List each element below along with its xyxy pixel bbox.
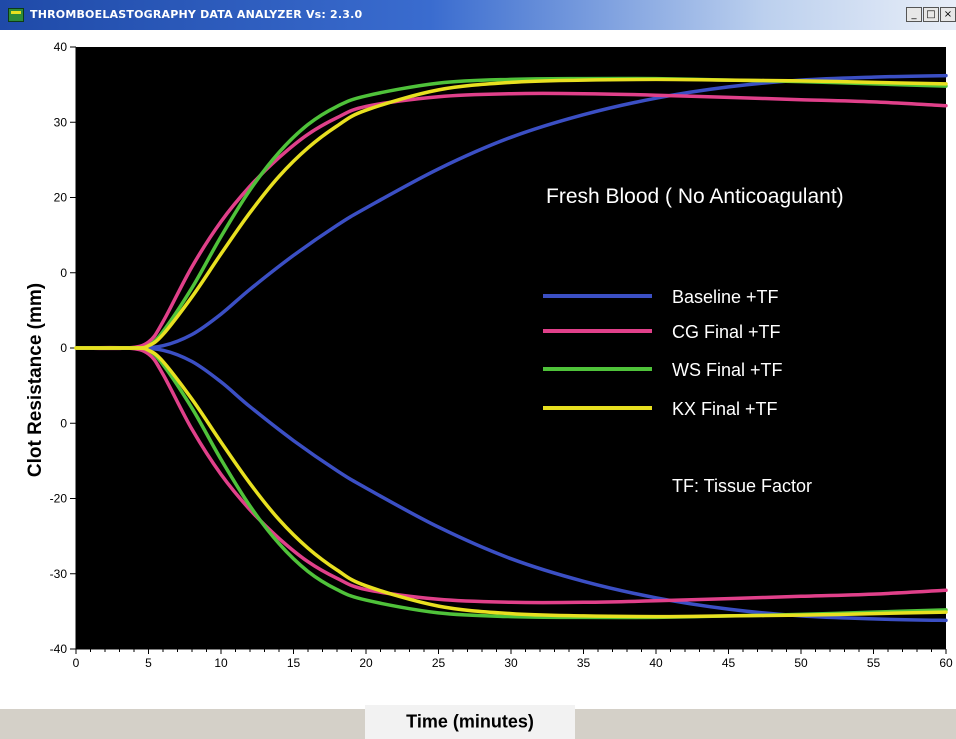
y-tick-label: 30 — [54, 115, 68, 129]
x-tick-label: 55 — [867, 656, 881, 670]
x-axis-title: Time (minutes) — [406, 711, 534, 732]
legend-label: CG Final +TF — [672, 322, 781, 342]
x-tick-label: 60 — [939, 656, 953, 670]
minimize-button[interactable]: _ — [906, 7, 922, 22]
plot-area — [76, 47, 946, 649]
x-tick-label: 25 — [432, 656, 446, 670]
series-line-cg-final-tf-lower — [74, 345, 948, 605]
x-tick-label: 30 — [504, 656, 518, 670]
x-tick-label: 20 — [359, 656, 373, 670]
x-tick-label: 0 — [73, 656, 80, 670]
window-controls: _ □ × — [906, 7, 956, 22]
series-line-kx-final-tf-lower — [74, 346, 948, 619]
series-line-kx-final-tf-upper — [74, 77, 948, 350]
series-line-cg-final-tf-upper — [74, 91, 948, 351]
y-tick-label: -40 — [50, 642, 68, 656]
series-line-baseline-tf-lower — [74, 346, 948, 623]
y-tick-label: -20 — [50, 492, 68, 506]
legend-label: WS Final +TF — [672, 360, 783, 380]
close-button[interactable]: × — [940, 7, 956, 22]
x-tick-label: 45 — [722, 656, 736, 670]
title-bar[interactable]: THROMBOELASTOGRAPHY DATA ANALYZER Vs: 2.… — [0, 0, 956, 30]
tracing-chart: 0 5 10 15 20 25 30 35 40 45 50 55 60 40 30 20 0 0 0 -20 -30 -… — [0, 30, 956, 739]
x-tick-label: 15 — [287, 656, 301, 670]
x-tick-label: 10 — [214, 656, 228, 670]
annotation-footnote: TF: Tissue Factor — [672, 476, 812, 496]
y-tick-label: 40 — [54, 40, 68, 54]
chart-canvas: 0 5 10 15 20 25 30 35 40 45 50 55 60 40 30 20 0 0 0 -20 -30 -… — [50, 40, 953, 670]
y-tick-label: 20 — [54, 191, 68, 205]
y-tick-label: 0 — [60, 416, 67, 430]
x-tick-label: 5 — [145, 656, 152, 670]
y-axis-title: Clot Resistance (mm) — [25, 282, 46, 478]
x-tick-label: 40 — [649, 656, 663, 670]
y-tick-label: 0 — [60, 341, 67, 355]
annotation-heading: Fresh Blood ( No Anticoagulant) — [546, 185, 844, 208]
y-tick-label: 0 — [60, 266, 67, 280]
series-line-baseline-tf-upper — [74, 73, 948, 350]
maximize-button[interactable]: □ — [923, 7, 939, 22]
y-tick-label: -30 — [50, 567, 68, 581]
app-icon — [8, 8, 24, 22]
x-tick-label: 50 — [794, 656, 808, 670]
legend-label: Baseline +TF — [672, 287, 779, 307]
legend-label: KX Final +TF — [672, 399, 778, 419]
window-title: THROMBOELASTOGRAPHY DATA ANALYZER Vs: 2.… — [30, 8, 363, 21]
x-tick-label: 35 — [577, 656, 591, 670]
